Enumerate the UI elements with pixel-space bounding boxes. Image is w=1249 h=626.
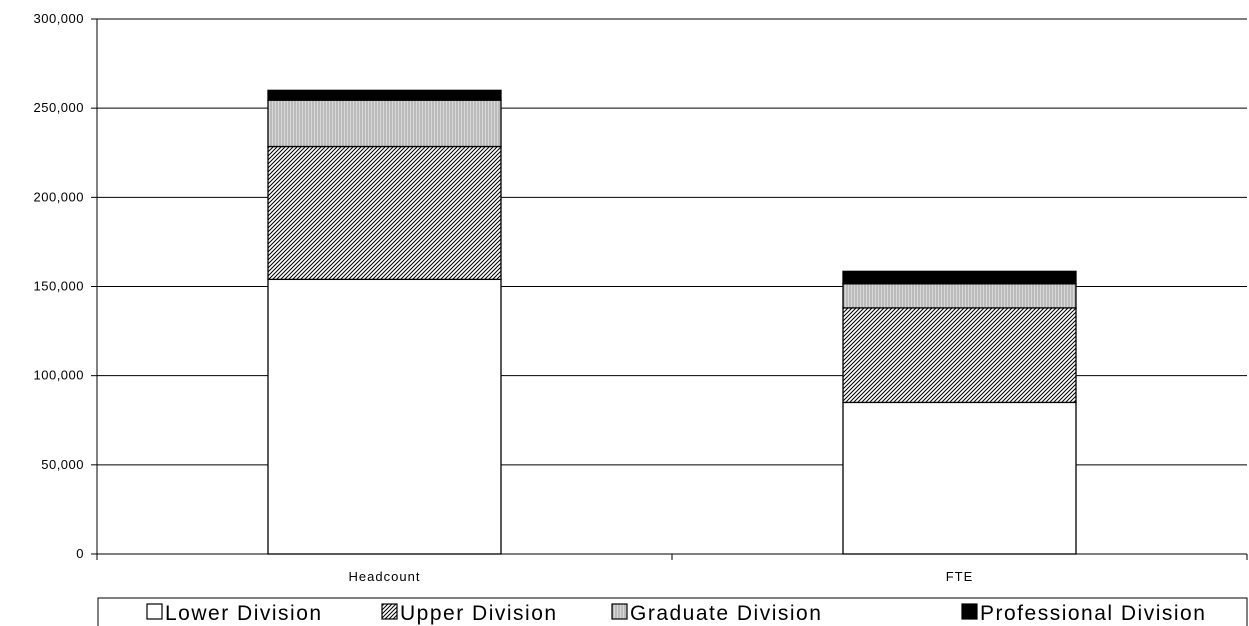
bars: [267, 89, 1077, 555]
y-tick-label: 150,000: [34, 279, 85, 294]
y-tick-label: 50,000: [41, 457, 84, 472]
legend-swatch: [961, 603, 978, 620]
legend-swatch: [611, 603, 628, 620]
legend-label: Graduate Division: [630, 602, 822, 625]
x-tick-label: Headcount: [349, 569, 421, 584]
bar-segment: [267, 278, 502, 555]
bar-segment: [842, 307, 1077, 404]
bar-segment: [267, 145, 502, 281]
legend-label: Upper Division: [400, 602, 558, 625]
bar-segment: [842, 283, 1077, 309]
x-tick-label: FTE: [946, 569, 974, 584]
legend: Lower Division Upper Division Graduate Div…: [97, 597, 1248, 626]
legend-swatch: [381, 603, 398, 620]
bar-segment: [842, 401, 1077, 555]
legend-label: Lower Division: [165, 602, 323, 625]
bar-segment: [267, 89, 502, 101]
y-tick-label: 250,000: [34, 100, 85, 115]
legend-swatch: [146, 603, 163, 620]
y-tick-labels: 0 50,000 100,000 150,000 200,000 250,000 300,0…: [34, 11, 85, 561]
y-tick-label: 0: [76, 546, 84, 561]
y-tick-label: 200,000: [34, 189, 85, 204]
legend-frame: [97, 597, 1248, 626]
bar-segment: [267, 99, 502, 148]
y-tick-label: 300,000: [34, 11, 85, 26]
x-tick-labels: Headcount FTE: [349, 569, 974, 584]
axes: [91, 18, 1248, 560]
bar-segment: [842, 270, 1077, 285]
y-tick-label: 100,000: [34, 368, 85, 383]
legend-label: Professional Division: [980, 602, 1206, 625]
